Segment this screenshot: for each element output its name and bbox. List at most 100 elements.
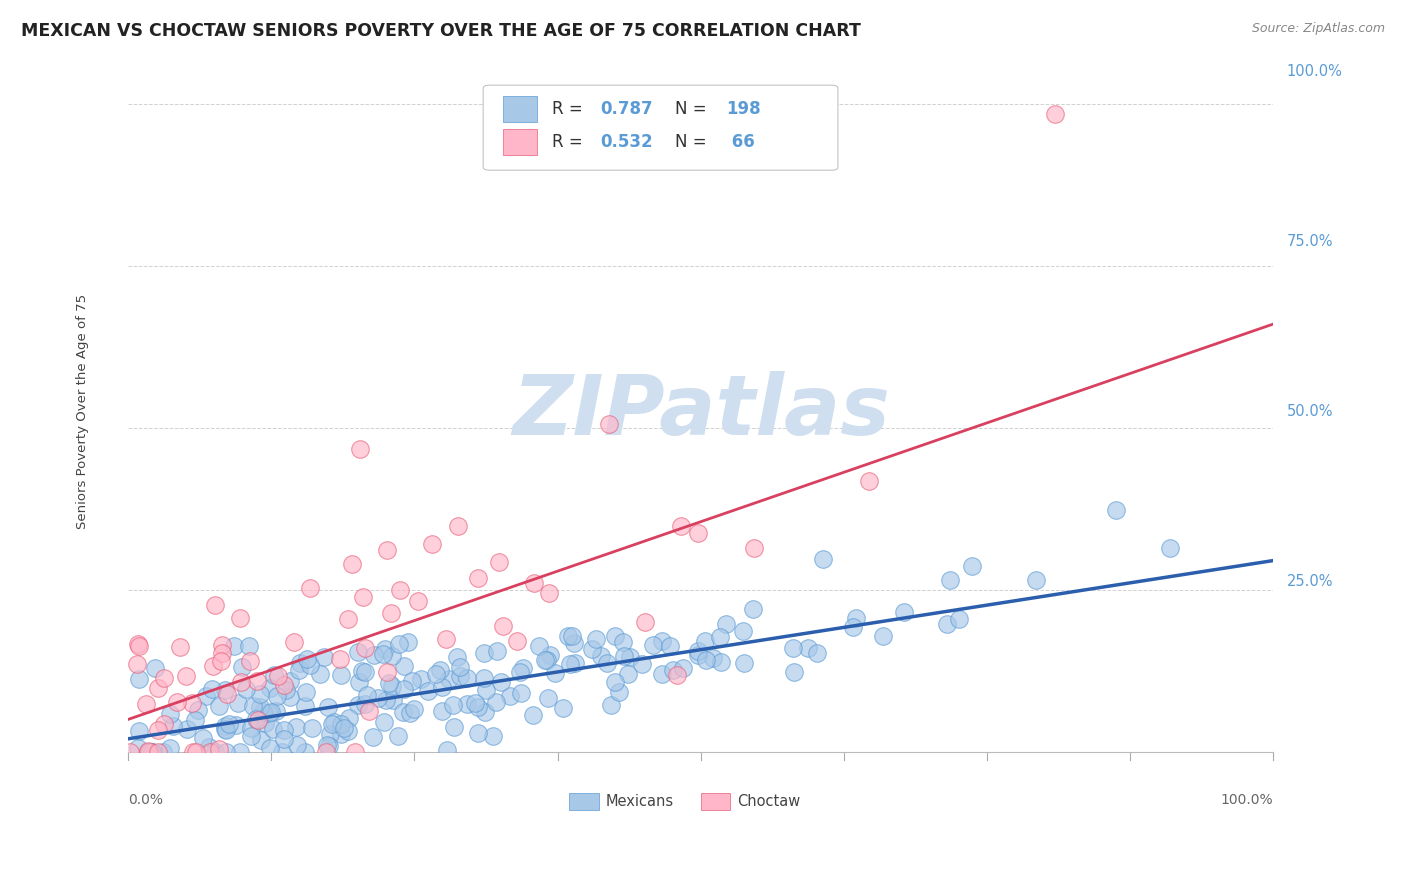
Point bbox=[960, 559, 983, 574]
Point bbox=[394, 681, 416, 696]
Point bbox=[336, 724, 359, 739]
Point bbox=[688, 648, 710, 663]
Point bbox=[363, 730, 385, 744]
Point bbox=[318, 739, 340, 754]
Point bbox=[605, 674, 627, 689]
Text: Seniors Poverty Over the Age of 75: Seniors Poverty Over the Age of 75 bbox=[76, 294, 89, 529]
Point bbox=[146, 723, 169, 738]
Point bbox=[475, 683, 498, 698]
Point bbox=[456, 671, 478, 685]
Point bbox=[416, 684, 439, 698]
Text: 75.0%: 75.0% bbox=[1286, 234, 1333, 249]
Point bbox=[373, 714, 395, 729]
Point bbox=[506, 634, 529, 648]
Point bbox=[315, 745, 337, 759]
Point bbox=[688, 526, 710, 541]
Point bbox=[209, 654, 232, 668]
Point bbox=[797, 641, 820, 656]
Point bbox=[634, 615, 657, 629]
Point bbox=[201, 682, 224, 697]
Point bbox=[686, 644, 709, 658]
Point bbox=[201, 659, 224, 673]
Point bbox=[159, 707, 181, 722]
Point bbox=[143, 660, 166, 674]
Point bbox=[612, 635, 634, 649]
Point bbox=[259, 741, 281, 756]
Point bbox=[893, 605, 915, 619]
Point bbox=[367, 690, 389, 705]
Text: 198: 198 bbox=[725, 100, 761, 118]
Point bbox=[401, 674, 423, 689]
Point bbox=[429, 663, 451, 677]
Point bbox=[245, 713, 267, 727]
Point bbox=[672, 661, 695, 675]
Point bbox=[430, 704, 453, 718]
Point bbox=[538, 648, 561, 663]
Text: 0.532: 0.532 bbox=[600, 133, 652, 151]
Point bbox=[330, 717, 353, 731]
Point bbox=[239, 654, 262, 668]
Point bbox=[294, 699, 316, 714]
Point bbox=[474, 705, 496, 719]
Point bbox=[246, 714, 269, 728]
Point bbox=[135, 697, 157, 711]
Point bbox=[425, 666, 447, 681]
Point bbox=[536, 653, 558, 667]
Point bbox=[631, 657, 654, 671]
Point bbox=[260, 705, 283, 719]
Point bbox=[195, 689, 218, 703]
Point bbox=[733, 657, 755, 671]
Point bbox=[294, 745, 316, 759]
Point bbox=[472, 647, 495, 661]
Point bbox=[702, 651, 724, 665]
Point bbox=[354, 640, 377, 655]
Point bbox=[436, 743, 458, 757]
Point bbox=[375, 543, 398, 558]
Point bbox=[1159, 541, 1181, 556]
Point bbox=[695, 634, 717, 648]
Text: 66: 66 bbox=[725, 133, 755, 151]
Point bbox=[229, 611, 252, 625]
Point bbox=[128, 672, 150, 686]
Point bbox=[381, 648, 404, 663]
Point bbox=[184, 745, 207, 759]
Text: N =: N = bbox=[675, 133, 713, 151]
Point bbox=[299, 658, 322, 673]
Point bbox=[437, 672, 460, 686]
Text: 25.0%: 25.0% bbox=[1286, 574, 1333, 590]
Point bbox=[381, 679, 404, 693]
Point bbox=[349, 442, 371, 456]
Point bbox=[591, 649, 613, 664]
Point bbox=[148, 681, 170, 696]
Point bbox=[613, 648, 636, 663]
Point bbox=[449, 660, 471, 674]
Point bbox=[537, 691, 560, 706]
Point bbox=[872, 628, 894, 642]
Point bbox=[198, 740, 221, 755]
Text: 100.0%: 100.0% bbox=[1220, 792, 1272, 806]
Point bbox=[148, 745, 170, 759]
Point bbox=[352, 590, 374, 604]
Point bbox=[283, 635, 305, 649]
Point bbox=[534, 652, 557, 666]
Point bbox=[782, 640, 804, 655]
Point bbox=[128, 723, 150, 738]
Point bbox=[443, 721, 465, 735]
Point bbox=[128, 639, 150, 653]
Point bbox=[344, 745, 367, 759]
Point bbox=[314, 649, 336, 664]
Point bbox=[235, 682, 257, 697]
Point bbox=[456, 697, 478, 711]
Point bbox=[354, 697, 377, 711]
Point bbox=[278, 690, 301, 705]
Point bbox=[402, 702, 425, 716]
Point bbox=[316, 700, 339, 714]
Point bbox=[290, 657, 312, 671]
Point bbox=[581, 641, 603, 656]
Point bbox=[562, 636, 585, 650]
Point bbox=[193, 731, 215, 745]
Point bbox=[214, 745, 236, 759]
Point bbox=[741, 602, 763, 616]
Point bbox=[239, 729, 262, 743]
Point bbox=[184, 714, 207, 728]
